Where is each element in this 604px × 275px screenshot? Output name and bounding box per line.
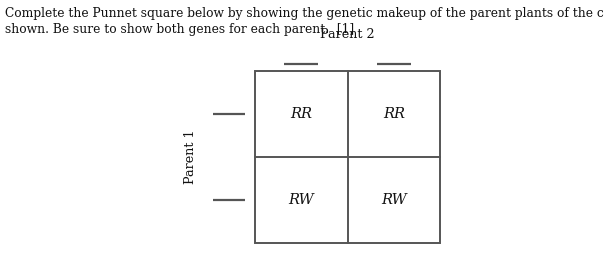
Text: RR: RR xyxy=(291,107,312,121)
Bar xyxy=(255,71,440,243)
Text: Parent 2: Parent 2 xyxy=(320,28,375,41)
Text: RW: RW xyxy=(381,193,406,207)
Text: shown. Be sure to show both genes for each parent.  [1]: shown. Be sure to show both genes for ea… xyxy=(5,23,354,36)
Text: RR: RR xyxy=(383,107,405,121)
Text: Parent 1: Parent 1 xyxy=(184,130,196,184)
Text: Complete the Punnet square below by showing the genetic makeup of the parent pla: Complete the Punnet square below by show… xyxy=(5,7,604,20)
Text: RW: RW xyxy=(289,193,314,207)
